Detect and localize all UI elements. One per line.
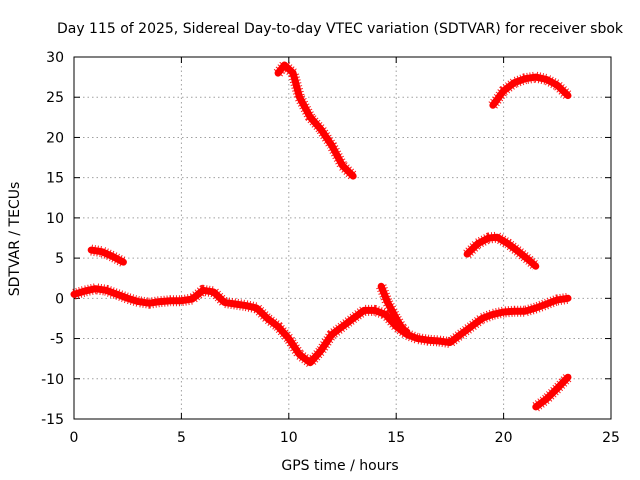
- series-arc-bottom-right-noise: [532, 373, 572, 412]
- y-tick-label: 15: [46, 171, 64, 187]
- data-series: [70, 59, 572, 412]
- y-tick-label: -5: [50, 332, 64, 348]
- x-tick-label: 15: [387, 430, 405, 446]
- y-tick-label: 10: [46, 211, 64, 227]
- x-tick-label: 20: [495, 430, 513, 446]
- series-arc-main-noise: [72, 283, 569, 369]
- series-arc-low-left: [87, 246, 127, 266]
- series-arc-mid-right-noise: [463, 231, 540, 271]
- series-arc-high-right-noise: [488, 71, 572, 109]
- x-axis-label: GPS time / hours: [281, 458, 398, 474]
- y-tick-label: -15: [41, 412, 64, 428]
- series-arc-14h: [377, 282, 411, 336]
- y-axis-label: SDTVAR / TECUs: [7, 182, 23, 297]
- axis-ticks: 0 5 10 15 20 25 -15 -10 -5 0 5 10 15 20 25 30: [41, 50, 620, 446]
- series-arc-high-left-noise: [273, 59, 358, 181]
- y-tick-label: -10: [41, 372, 64, 388]
- y-tick-label: 30: [46, 50, 64, 66]
- x-tick-label: 10: [280, 430, 298, 446]
- y-tick-label: 5: [55, 251, 64, 267]
- y-tick-label: 25: [46, 90, 64, 106]
- x-tick-label: 0: [70, 430, 79, 446]
- series-arc-main: [70, 285, 572, 367]
- chart-title: Day 115 of 2025, Sidereal Day-to-day VTE…: [57, 21, 624, 37]
- y-tick-label: 0: [55, 291, 64, 307]
- y-tick-label: 20: [46, 130, 64, 146]
- plot-frame: [73, 56, 612, 420]
- grid-lines: [73, 56, 612, 420]
- x-tick-label: 25: [602, 430, 620, 446]
- x-tick-label: 5: [177, 430, 186, 446]
